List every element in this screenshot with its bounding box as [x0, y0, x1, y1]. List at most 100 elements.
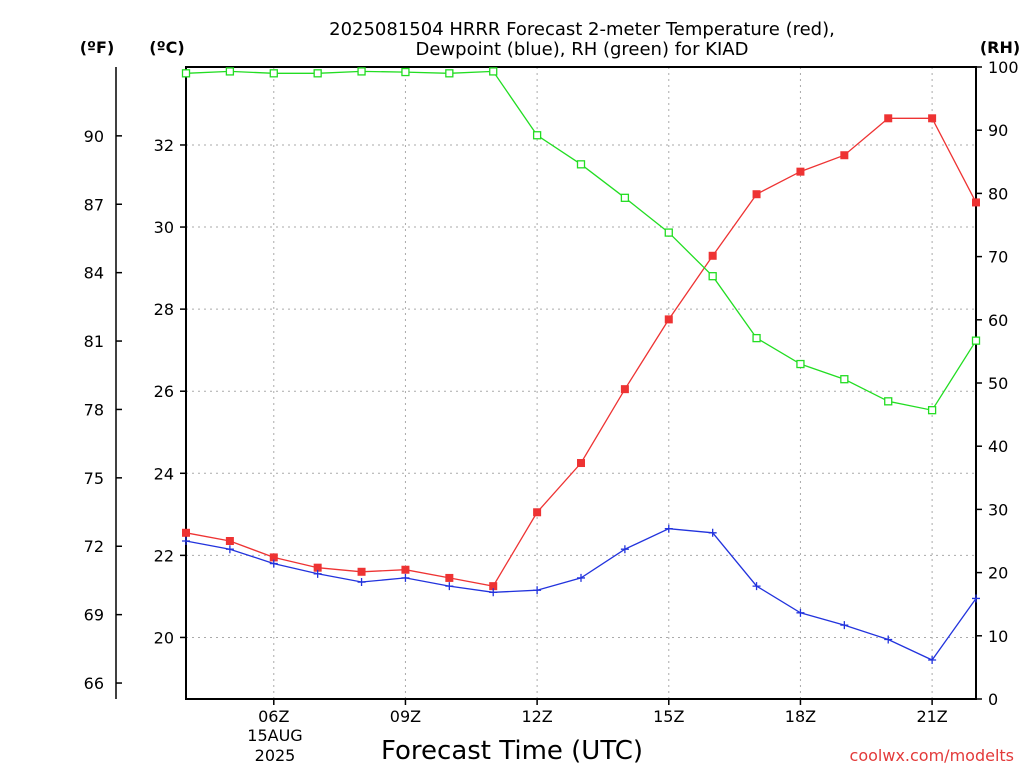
temperature-point [664, 315, 673, 324]
temperature-point [225, 537, 234, 545]
rh-point [664, 228, 673, 237]
temperature-point [533, 508, 542, 517]
dewpoint-point [533, 586, 542, 595]
temperature-point [357, 567, 366, 576]
temperature-point [182, 528, 190, 537]
rh-tick-label: 70 [988, 248, 1008, 267]
rh-tick-label: 30 [988, 500, 1008, 519]
rh-unit-label: (RH) [980, 38, 1020, 57]
x-tick-label: 06Z [258, 707, 289, 726]
x-axis-title: Forecast Time (UTC) [381, 736, 643, 766]
dewpoint-point [182, 537, 190, 545]
celsius-tick-label: 28 [154, 300, 174, 319]
rh-point [884, 397, 893, 406]
rh-point [971, 336, 981, 345]
date-label-year: 2025 [255, 746, 296, 765]
rh-point [708, 272, 717, 281]
celsius-tick-label: 20 [154, 628, 174, 647]
celsius-tick-label: 30 [154, 218, 174, 237]
dewpoint-point [401, 573, 410, 582]
dewpoint-point [577, 573, 585, 582]
x-tick-label: 12Z [521, 707, 552, 726]
temperature-point [313, 563, 322, 572]
fahrenheit-tick-label: 84 [84, 264, 104, 283]
rh-tick-label: 40 [988, 437, 1008, 456]
temperature-point [620, 385, 629, 394]
rh-point [313, 69, 322, 78]
dewpoint-point [752, 582, 761, 591]
fahrenheit-tick-label: 66 [84, 674, 104, 693]
celsius-tick-label: 26 [154, 382, 174, 401]
rh-tick-label: 100 [988, 58, 1019, 77]
rh-point [620, 193, 630, 202]
rh-point [269, 69, 278, 78]
rh-tick-label: 80 [988, 184, 1008, 203]
plot-frame [185, 66, 977, 700]
fahrenheit-tick-label: 81 [84, 332, 104, 351]
rh-point [357, 67, 366, 76]
rh-tick-label: 20 [988, 564, 1008, 583]
dewpoint-point [928, 656, 937, 665]
dewpoint-point [357, 578, 366, 587]
celsius-tick-label: 32 [154, 136, 174, 155]
dewpoint-point [445, 582, 454, 591]
rh-point [796, 359, 805, 369]
rh-point [840, 375, 849, 384]
temperature-line [185, 117, 977, 587]
rh-point [445, 69, 454, 78]
rh-point [489, 67, 498, 76]
celsius-unit-label: (ºC) [149, 38, 184, 57]
temperature-point [928, 114, 937, 123]
x-tick-label: 09Z [390, 707, 421, 726]
rh-point [927, 406, 937, 415]
temperature-point [884, 114, 893, 123]
dewpoint-point [269, 559, 278, 568]
rh-point [181, 69, 191, 78]
temperature-point [489, 582, 498, 591]
x-tick-label: 15Z [653, 707, 684, 726]
fahrenheit-tick-label: 90 [84, 127, 104, 146]
temperature-point [269, 553, 278, 562]
chart-title-line-2: Dewpoint (blue), RH (green) for KIAD [416, 39, 749, 60]
celsius-tick-label: 22 [154, 546, 174, 565]
dewpoint-point [313, 569, 322, 578]
dewpoint-point [972, 594, 980, 603]
rh-tick-label: 90 [988, 121, 1008, 140]
temperature-point [708, 251, 717, 260]
data-series [181, 67, 981, 665]
temperature-point [752, 190, 761, 199]
fahrenheit-tick-label: 75 [84, 469, 104, 488]
rh-point [225, 67, 235, 76]
rh-tick-label: 60 [988, 311, 1008, 330]
rh-tick-label: 10 [988, 627, 1008, 646]
fahrenheit-tick-label: 72 [84, 537, 104, 556]
axes: 06Z 09Z 12Z 15Z 18Z 21Z 20 22 24 26 28 30 32 66 69 72 75… [84, 58, 1019, 726]
dewpoint-point [664, 524, 673, 533]
rh-line [185, 70, 977, 411]
fahrenheit-unit-label: (ºF) [80, 38, 115, 57]
temperature-point [401, 565, 410, 574]
rh-point [532, 131, 542, 140]
rh-point [752, 333, 761, 343]
fahrenheit-tick-label: 87 [84, 195, 104, 214]
temperature-point [445, 573, 454, 582]
date-label-day: 15AUG [247, 726, 302, 745]
dewpoint-point [620, 545, 629, 554]
celsius-tick-label: 24 [154, 464, 174, 483]
dewpoint-point [796, 608, 805, 617]
dewpoint-point [840, 621, 849, 630]
x-tick-label: 21Z [916, 707, 947, 726]
x-tick-label: 18Z [785, 707, 816, 726]
rh-tick-label: 0 [988, 690, 998, 709]
temperature-point [577, 459, 585, 468]
dewpoint-point [489, 588, 498, 597]
rh-point [401, 67, 410, 77]
fahrenheit-tick-label: 69 [84, 606, 104, 625]
dewpoint-line [185, 528, 977, 661]
temperature-point [796, 167, 805, 176]
temperature-point [972, 198, 980, 207]
dewpoint-point [708, 528, 717, 537]
dewpoint-point [225, 545, 234, 554]
chart-title-line-1: 2025081504 HRRR Forecast 2-meter Tempera… [329, 19, 835, 40]
